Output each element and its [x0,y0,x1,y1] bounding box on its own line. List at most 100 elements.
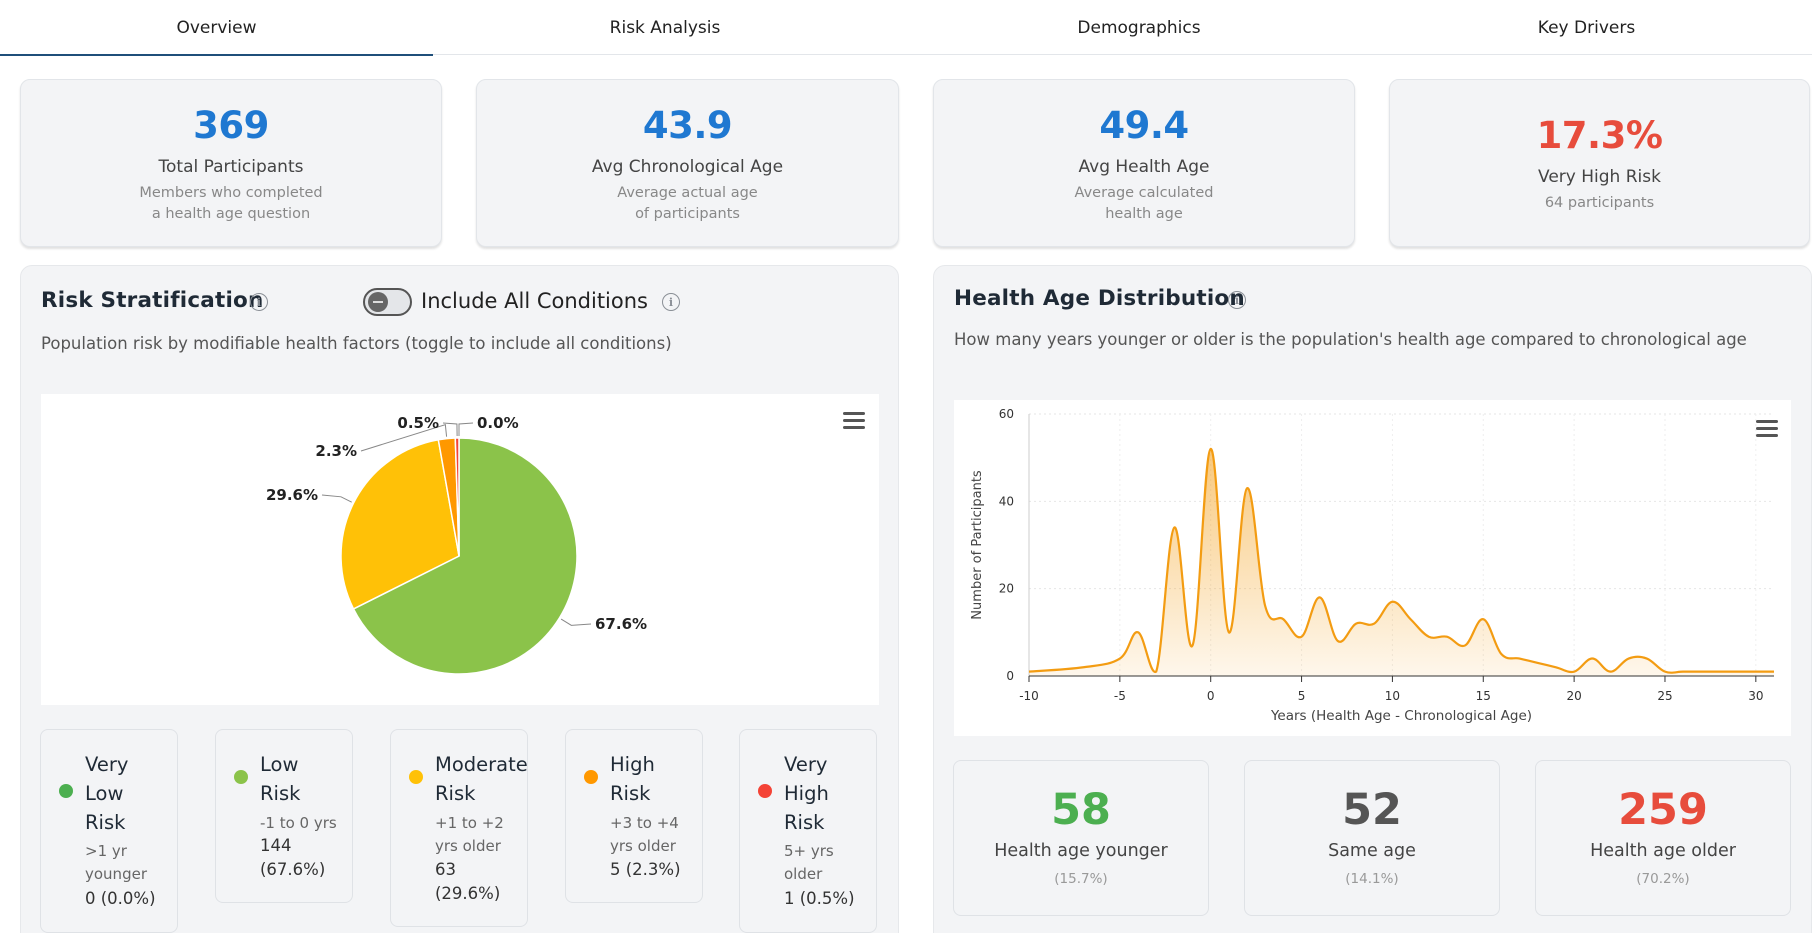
legend-range: 5+ yrs older [784,842,834,883]
legend-dot [234,770,248,784]
stat-value: 52 [1342,785,1402,835]
stat-card-same-age: 52 Same age (14.1%) [1244,760,1500,916]
stat-label: Same age [1328,841,1416,861]
legend-name: Very High Risk [784,753,829,834]
kpi-value: 43.9 [642,104,733,147]
panel-title: Health Age Distribution [954,286,1245,311]
health-age-distribution-panel: Health Age Distribution i How many years… [933,265,1812,933]
x-axis-title: Years (Health Age - Chronological Age) [1270,708,1532,724]
x-tick-label: 20 [1566,689,1581,703]
x-tick-label: 5 [1298,689,1306,703]
kpi-label: Very High Risk [1538,167,1661,187]
x-tick-label: 25 [1657,689,1672,703]
stat-card-health-age-younger: 58 Health age younger (15.7%) [953,760,1209,916]
health-age-chart-container: 0 20 40 60 -10 -5 0 5 10 15 20 25 30 Years (Health Ag… [954,400,1791,736]
tab-risk-analysis[interactable]: Risk Analysis [609,17,721,38]
risk-pie-chart: 67.6% 29.6% 2.3% 0.5% 0.0% [266,414,647,675]
legend-count: 63 (29.6%) [435,860,501,903]
legend-name: High Risk [610,753,655,805]
pie-connector [360,424,448,452]
panel-description: Population risk by modifiable health fac… [41,334,672,353]
stat-label: Health age older [1590,841,1736,861]
legend-count: 5 (2.3%) [610,860,681,879]
y-tick-label: 20 [999,582,1014,596]
stat-value: 259 [1618,785,1708,835]
pie-data-label: 2.3% [315,442,357,460]
legend-dot [59,784,73,798]
kpi-card-total-participants: 369 Total Participants Members who compl… [20,79,442,247]
stat-percent: (14.1%) [1345,871,1399,887]
legend-name: Very Low Risk [85,753,129,834]
pie-connector [560,618,592,626]
pie-data-label: 67.6% [595,615,647,633]
x-tick-label: 30 [1748,689,1763,703]
legend-card-low-risk: Low Risk -1 to 0 yrs 144 (67.6%) [215,729,353,903]
stat-percent: (70.2%) [1636,871,1690,887]
tab-key-drivers[interactable]: Key Drivers [1537,17,1636,38]
pie-connector [321,494,352,503]
chart-menu-icon[interactable] [1756,420,1778,438]
kpi-subtext: Average actual age of participants [617,185,758,222]
kpi-label: Total Participants [158,157,304,177]
x-tick-label: 15 [1476,689,1491,703]
pie-connector [442,422,458,437]
kpi-card-avg-health-age: 49.4 Avg Health Age Average calculated he… [933,79,1355,247]
y-tick-label: 40 [999,494,1014,508]
toggle-label: Include All Conditions [421,289,648,313]
kpi-card-avg-chronological-age: 43.9 Avg Chronological Age Average actua… [476,79,899,247]
legend-range: >1 yr younger [85,842,147,883]
x-tick-label: -5 [1114,689,1126,703]
risk-pie-chart-container: 67.6% 29.6% 2.3% 0.5% 0.0% [41,394,879,705]
pie-data-label: 29.6% [266,486,318,504]
x-tick-label: 10 [1385,689,1400,703]
kpi-card-very-high-risk: 17.3% Very High Risk 64 participants [1389,79,1810,247]
include-all-conditions-toggle[interactable] [363,288,412,316]
legend-card-very-low-risk: Very Low Risk >1 yr younger 0 (0.0%) [40,729,178,933]
info-icon[interactable]: i [1228,291,1246,309]
legend-count: 1 (0.5%) [784,889,855,908]
toggle-knob [368,292,388,312]
tab-overview[interactable]: Overview [0,0,433,56]
y-tick-label: 60 [999,407,1014,421]
x-tick-label: -10 [1019,689,1039,703]
legend-dot [584,770,598,784]
legend-card-moderate-risk: Moderate Risk +1 to +2 yrs older 63 (29.6%) [390,729,528,927]
pie-slice-very-high-risk[interactable] [454,437,460,557]
stat-value: 58 [1051,785,1111,835]
kpi-subtext: Average calculated health age [1074,185,1214,222]
legend-count: 144 (67.6%) [260,836,326,879]
pie-slice-moderate-risk[interactable] [340,438,460,610]
pie-data-label: 0.5% [397,414,439,432]
kpi-subtext: 64 participants [1544,195,1655,211]
info-icon[interactable]: i [250,293,268,311]
tab-bar: Overview Risk Analysis Demographics Key … [0,0,1812,56]
pie-data-label: 0.0% [477,414,519,432]
area-series-line[interactable] [1028,447,1774,674]
kpi-value: 369 [193,104,269,147]
legend-card-very-high-risk: Very High Risk 5+ yrs older 1 (0.5%) [739,729,877,933]
info-icon[interactable]: i [662,293,680,311]
legend-range: +1 to +2 yrs older [435,814,504,855]
legend-count: 0 (0.0%) [85,889,156,908]
tab-demographics[interactable]: Demographics [1077,17,1201,38]
area-fill [1029,448,1774,676]
legend-dot [409,770,423,784]
kpi-value: 17.3% [1536,114,1663,157]
legend-card-high-risk: High Risk +3 to +4 yrs older 5 (2.3%) [565,729,703,903]
panel-title: Risk Stratification [41,288,264,313]
pie-slice-low-risk[interactable] [352,437,578,675]
legend-range: +3 to +4 yrs older [610,814,679,855]
legend-name: Moderate Risk [435,753,528,805]
stat-label: Health age younger [994,841,1168,861]
legend-name: Low Risk [260,753,301,805]
x-tick-label: 0 [1207,689,1215,703]
pie-connector [458,422,474,436]
kpi-label: Avg Chronological Age [591,157,784,177]
legend-dot [758,784,772,798]
health-age-area-chart: 0 20 40 60 -10 -5 0 5 10 15 20 25 30 Years (Health Ag… [970,407,1774,724]
y-axis-title: Number of Participants [970,470,985,620]
y-tick-label: 0 [1006,669,1014,683]
chart-menu-icon[interactable] [843,412,865,430]
stat-card-health-age-older: 259 Health age older (70.2%) [1535,760,1791,916]
kpi-subtext: Members who completed a health age questi… [139,185,323,222]
